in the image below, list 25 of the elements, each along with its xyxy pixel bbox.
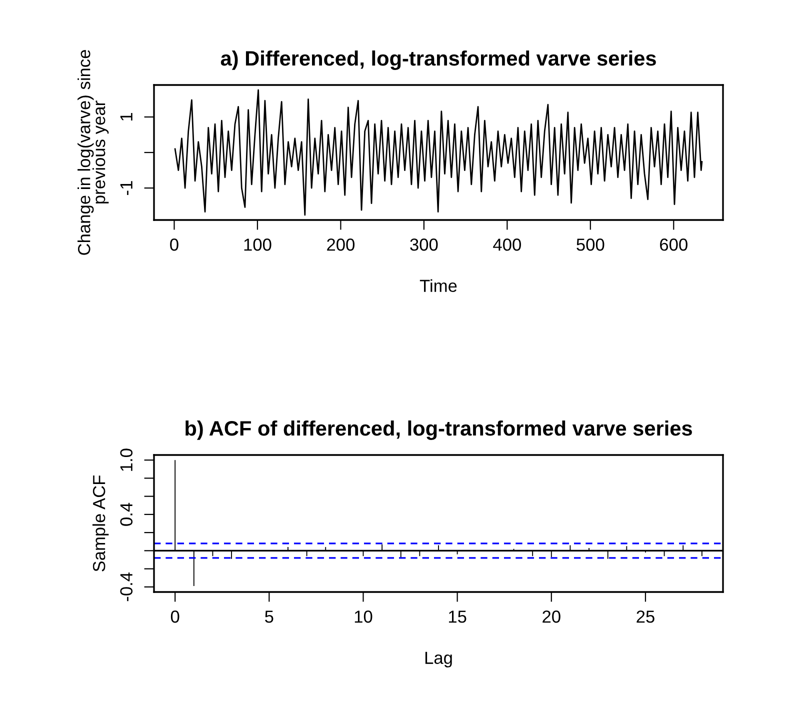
chart-title: a) Differenced, log-transformed varve series bbox=[220, 50, 656, 70]
x-tick-label: 100 bbox=[244, 238, 272, 251]
x-tick-label: 500 bbox=[576, 238, 604, 251]
y-tick-label: 1.0 bbox=[120, 448, 133, 471]
x-axis-title: Time bbox=[420, 279, 457, 292]
x-tick-label: 5 bbox=[265, 610, 274, 623]
y-tick-label: 0.4 bbox=[120, 502, 133, 526]
chart-title: b) ACF of differenced, log-transformed varve series bbox=[186, 420, 692, 440]
y-tick-label: -0.4 bbox=[120, 572, 133, 602]
x-tick-label: 15 bbox=[448, 610, 466, 623]
x-tick-label: 300 bbox=[410, 238, 438, 251]
x-axis-title: Lag bbox=[425, 652, 452, 668]
x-tick-label: 600 bbox=[660, 238, 688, 251]
x-tick-label: 0 bbox=[170, 610, 180, 623]
line-series bbox=[174, 89, 703, 216]
y-axis-title: Change in log(varve) since previous year bbox=[78, 50, 109, 255]
y-tick-label: -1 bbox=[120, 181, 132, 195]
y-axis-title: Sample ACF bbox=[92, 475, 109, 572]
x-tick-label: 200 bbox=[327, 238, 355, 251]
y-tick-label: 1 bbox=[120, 112, 132, 120]
x-tick-label: 10 bbox=[354, 610, 372, 623]
x-tick-label: 20 bbox=[542, 610, 560, 623]
x-tick-label: 0 bbox=[170, 238, 178, 251]
x-tick-label: 400 bbox=[493, 238, 521, 251]
x-tick-label: 25 bbox=[636, 610, 654, 623]
